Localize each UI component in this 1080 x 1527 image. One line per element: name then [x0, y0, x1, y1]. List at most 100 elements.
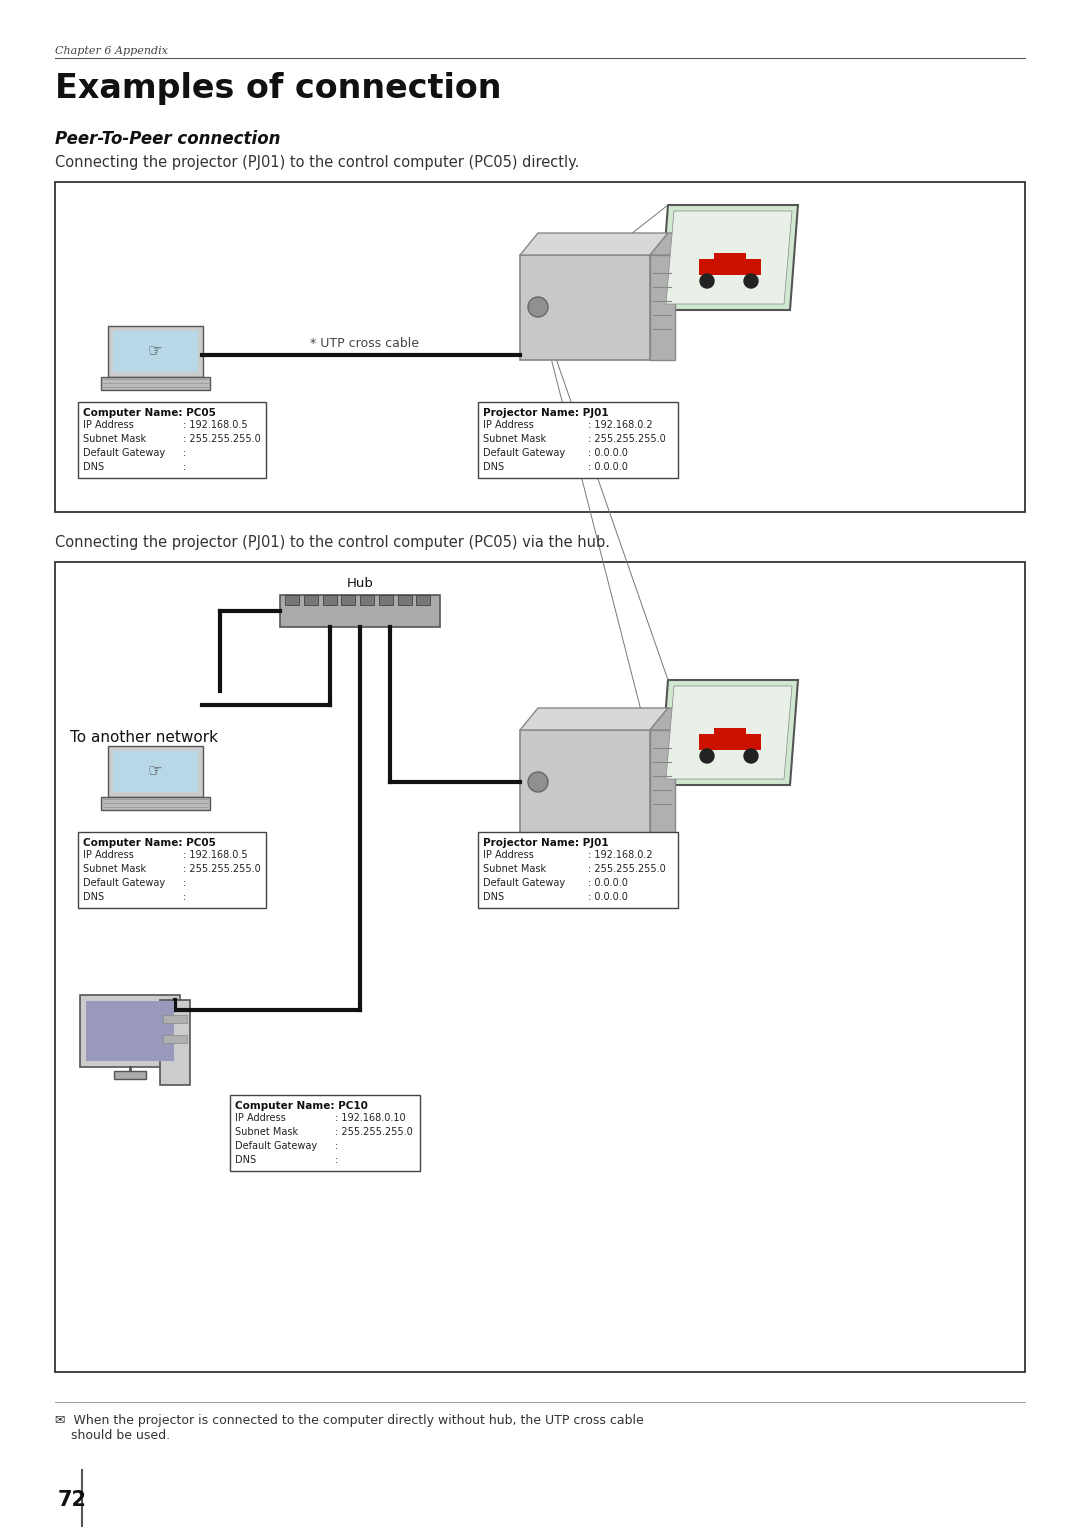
Circle shape — [744, 273, 758, 289]
Text: IP Address: IP Address — [483, 420, 534, 431]
Text: : 192.168.0.2: : 192.168.0.2 — [588, 420, 652, 431]
Bar — [650, 255, 675, 360]
Bar — [55, 562, 1025, 1371]
Text: Hub: Hub — [347, 577, 374, 589]
Bar — [113, 331, 198, 373]
Text: 72: 72 — [58, 1490, 87, 1510]
Text: Subnet Mask: Subnet Mask — [83, 434, 146, 444]
Bar — [114, 1070, 146, 1080]
Polygon shape — [666, 686, 792, 779]
Text: : 192.168.0.5: : 192.168.0.5 — [183, 851, 247, 860]
Text: ☞: ☞ — [148, 762, 162, 780]
Bar — [699, 734, 761, 750]
Text: Subnet Mask: Subnet Mask — [235, 1127, 298, 1138]
Bar — [323, 596, 337, 605]
Text: Computer Name: PC05: Computer Name: PC05 — [83, 408, 216, 418]
Text: IP Address: IP Address — [235, 1113, 286, 1122]
Text: : 192.168.0.10: : 192.168.0.10 — [335, 1113, 406, 1122]
Text: :: : — [335, 1141, 338, 1151]
Bar — [108, 747, 203, 797]
Text: DNS: DNS — [83, 463, 104, 472]
Polygon shape — [519, 709, 669, 730]
Bar — [163, 1035, 187, 1043]
Text: Connecting the projector (PJ01) to the control computer (PC05) directly.: Connecting the projector (PJ01) to the c… — [55, 156, 579, 169]
Text: :: : — [183, 892, 186, 902]
Circle shape — [700, 273, 714, 289]
Text: DNS: DNS — [483, 892, 504, 902]
Text: Peer-To-Peer connection: Peer-To-Peer connection — [55, 130, 281, 148]
Text: IP Address: IP Address — [483, 851, 534, 860]
Bar — [379, 596, 393, 605]
Circle shape — [744, 750, 758, 764]
Bar — [113, 751, 198, 793]
Bar — [108, 325, 203, 377]
Bar — [102, 377, 210, 389]
Bar — [78, 402, 266, 478]
Text: ☞: ☞ — [148, 342, 162, 360]
Bar — [80, 996, 180, 1067]
Circle shape — [528, 296, 548, 318]
Circle shape — [528, 773, 548, 793]
Text: Computer Name: PC10: Computer Name: PC10 — [235, 1101, 368, 1112]
Bar — [285, 596, 299, 605]
Polygon shape — [660, 680, 798, 785]
Polygon shape — [650, 234, 693, 255]
Bar — [416, 596, 430, 605]
Polygon shape — [660, 205, 798, 310]
Text: Subnet Mask: Subnet Mask — [483, 864, 546, 873]
Bar — [280, 596, 440, 628]
Text: Chapter 6 Appendix: Chapter 6 Appendix — [55, 46, 167, 56]
Text: : 255.255.255.0: : 255.255.255.0 — [588, 434, 665, 444]
Bar — [519, 255, 650, 360]
Text: Projector Name: PJ01: Projector Name: PJ01 — [483, 408, 609, 418]
Bar — [163, 1015, 187, 1023]
Bar — [230, 1095, 420, 1171]
Text: : 255.255.255.0: : 255.255.255.0 — [183, 434, 260, 444]
Text: Default Gateway: Default Gateway — [235, 1141, 318, 1151]
Text: : 192.168.0.2: : 192.168.0.2 — [588, 851, 652, 860]
Bar — [519, 730, 650, 835]
Text: Subnet Mask: Subnet Mask — [83, 864, 146, 873]
Bar — [650, 730, 675, 835]
Bar — [303, 596, 318, 605]
Bar — [714, 728, 746, 741]
Text: Default Gateway: Default Gateway — [483, 878, 565, 889]
Text: Default Gateway: Default Gateway — [483, 447, 565, 458]
Bar — [160, 1000, 190, 1086]
Text: Computer Name: PC05: Computer Name: PC05 — [83, 838, 216, 847]
Bar — [478, 832, 678, 909]
Text: :: : — [335, 1154, 338, 1165]
Text: DNS: DNS — [83, 892, 104, 902]
Polygon shape — [650, 709, 693, 730]
Polygon shape — [666, 211, 792, 304]
Text: : 255.255.255.0: : 255.255.255.0 — [183, 864, 260, 873]
Text: Connecting the projector (PJ01) to the control computer (PC05) via the hub.: Connecting the projector (PJ01) to the c… — [55, 534, 610, 550]
Bar — [397, 596, 411, 605]
Text: : 0.0.0.0: : 0.0.0.0 — [588, 463, 627, 472]
Bar — [360, 596, 374, 605]
Text: : 0.0.0.0: : 0.0.0.0 — [588, 892, 627, 902]
Text: IP Address: IP Address — [83, 851, 134, 860]
Text: : 0.0.0.0: : 0.0.0.0 — [588, 447, 627, 458]
Text: DNS: DNS — [235, 1154, 256, 1165]
Text: Projector Name: PJ01: Projector Name: PJ01 — [483, 838, 609, 847]
Bar — [102, 797, 210, 809]
Text: :: : — [183, 878, 186, 889]
Text: Default Gateway: Default Gateway — [83, 447, 165, 458]
Polygon shape — [519, 234, 669, 255]
Text: should be used.: should be used. — [55, 1429, 171, 1441]
Text: : 0.0.0.0: : 0.0.0.0 — [588, 878, 627, 889]
Bar — [341, 596, 355, 605]
Text: : 255.255.255.0: : 255.255.255.0 — [335, 1127, 413, 1138]
Text: DNS: DNS — [483, 463, 504, 472]
Text: ✉  When the projector is connected to the computer directly without hub, the UTP: ✉ When the projector is connected to the… — [55, 1414, 644, 1428]
Bar — [478, 402, 678, 478]
Bar — [699, 260, 761, 275]
Text: : 192.168.0.5: : 192.168.0.5 — [183, 420, 247, 431]
Text: : 255.255.255.0: : 255.255.255.0 — [588, 864, 665, 873]
Bar — [78, 832, 266, 909]
Text: IP Address: IP Address — [83, 420, 134, 431]
Text: To another network: To another network — [70, 730, 218, 745]
Text: * UTP cross cable: * UTP cross cable — [310, 337, 419, 350]
Text: Default Gateway: Default Gateway — [83, 878, 165, 889]
